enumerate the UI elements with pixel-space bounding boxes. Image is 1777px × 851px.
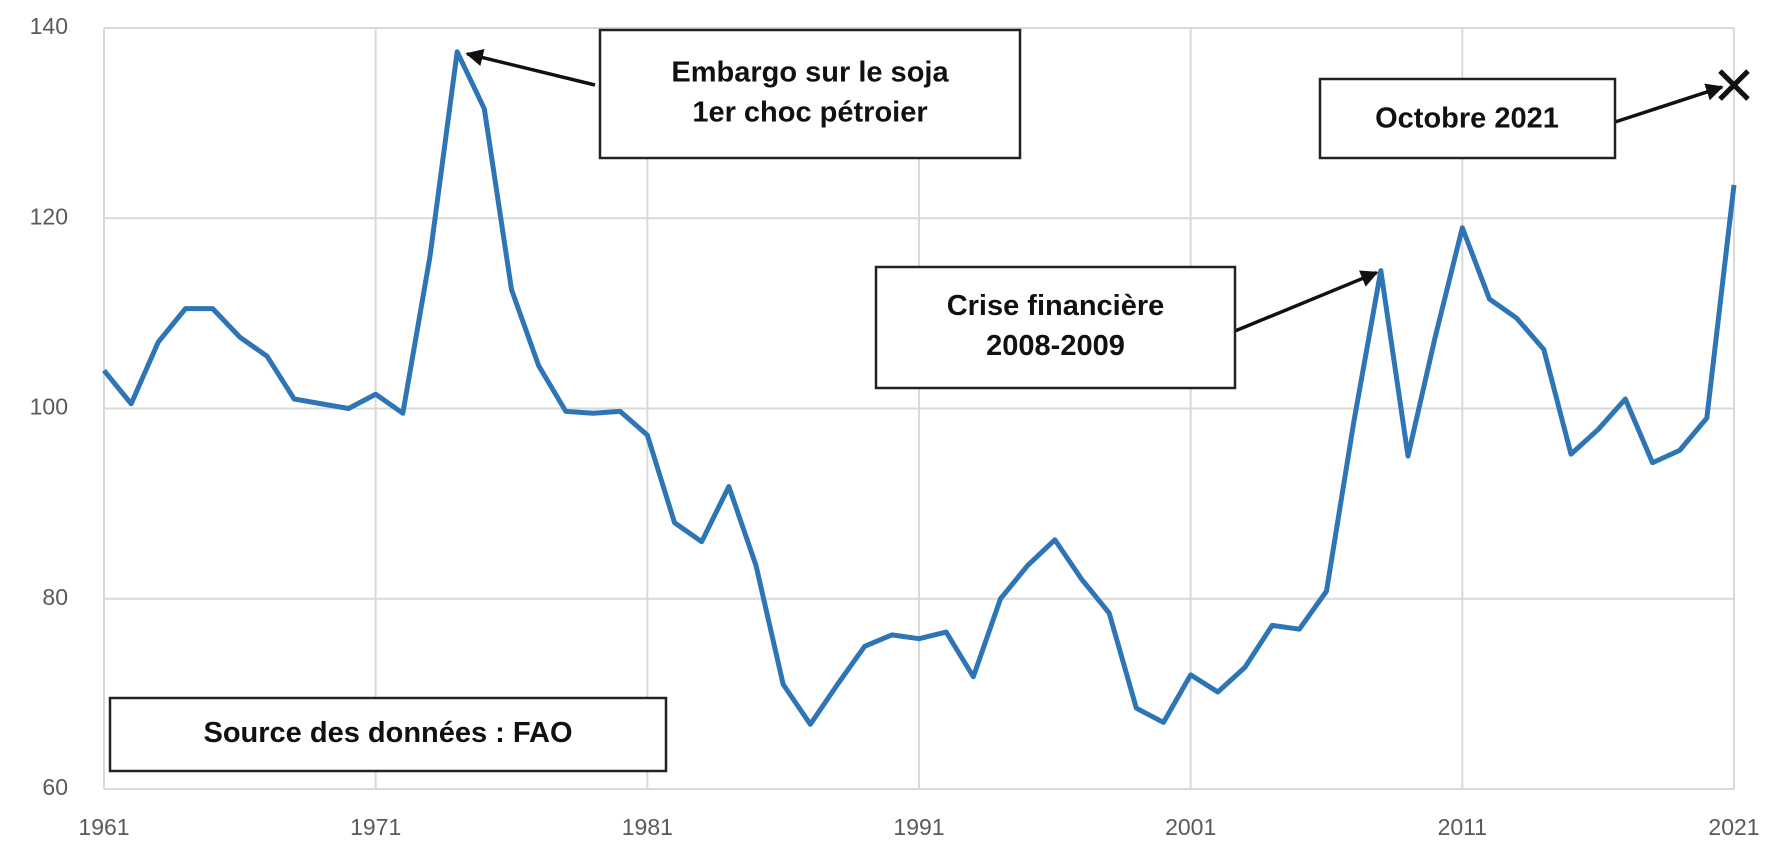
arrow [1614,83,1724,124]
x-tick-label: 1961 [78,814,129,840]
y-tick-label: 80 [42,584,68,610]
annotation-box [874,265,1237,390]
x-tick-label: 2021 [1708,814,1759,840]
data-line [102,49,1737,727]
marker [1718,69,1750,101]
x-tick-label: 2001 [1165,814,1216,840]
marker-stroke [1718,69,1750,101]
annotation-box [108,696,668,773]
annotation-box [598,28,1022,160]
x-tick-label: 1991 [893,814,944,840]
annotation-text: Crise financière [947,290,1165,322]
x-tick-label: 1971 [350,814,401,840]
y-tick-label: 140 [30,13,68,39]
y-tick-label: 100 [30,394,68,420]
annotation-text: Octobre 2021 [1375,103,1559,135]
annotation-text: Source des données : FAO [203,717,572,749]
annotation-text: Embargo sur le soja [671,57,949,89]
arrow [1234,270,1379,333]
y-tick-label: 120 [30,203,68,229]
annotation-text: 1er choc pétroier [692,97,927,129]
annotation-box [1318,77,1617,160]
y-tick-label: 60 [42,774,68,800]
x-tick-label: 2011 [1438,814,1487,840]
x-tick-label: 1981 [622,814,673,840]
arrow [465,49,596,87]
annotation-text: 2008-2009 [986,330,1125,362]
